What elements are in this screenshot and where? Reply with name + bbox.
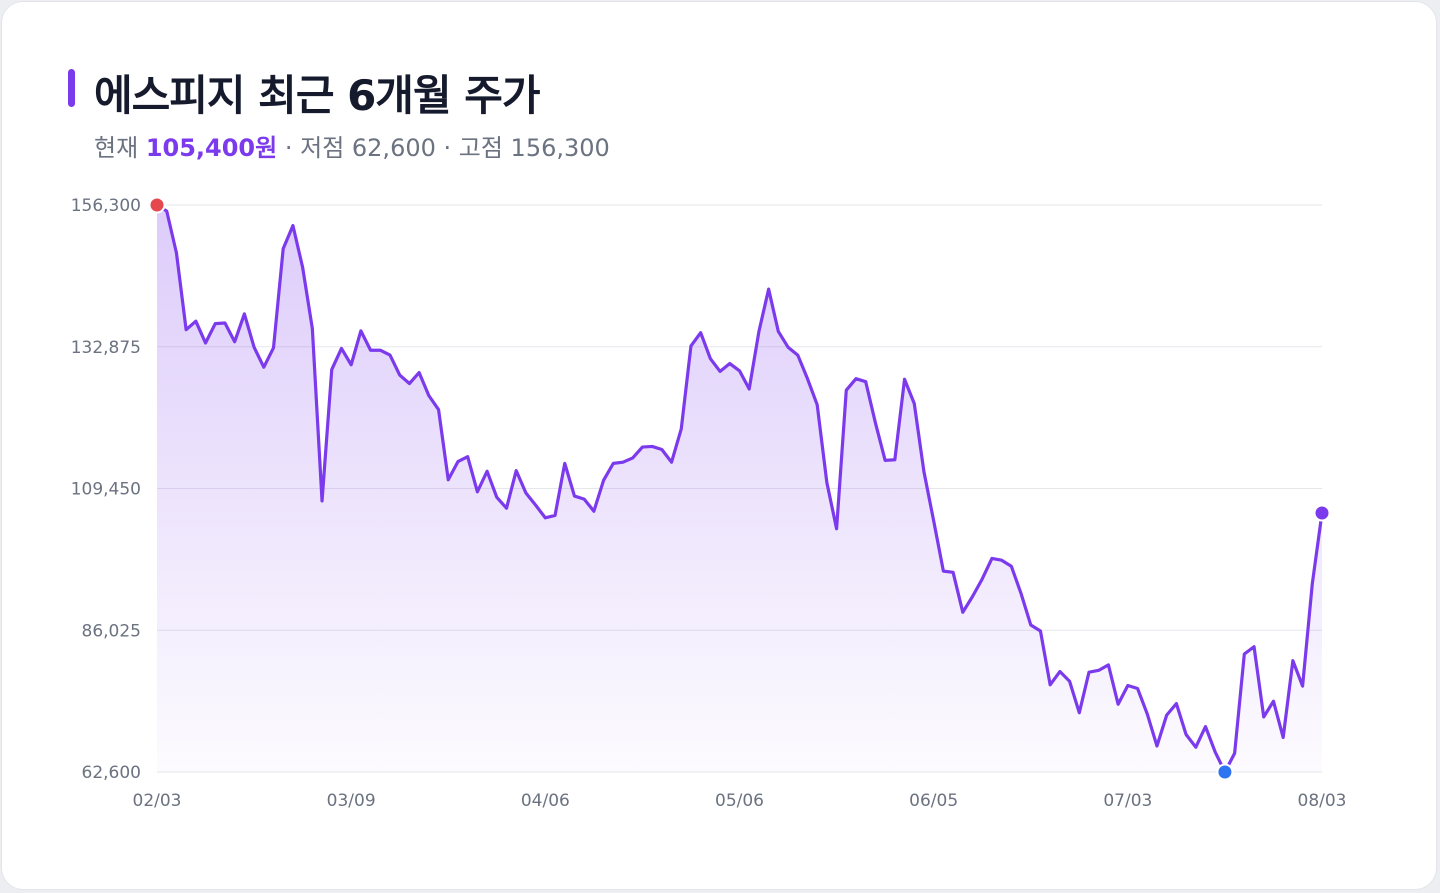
low-price: 저점 62,600 (300, 134, 436, 162)
y-tick-label: 132,875 (71, 338, 141, 358)
separator: · (435, 134, 459, 162)
current-price: 105,400원 (145, 134, 278, 162)
chart-title: 에스피지 최근 6개월 주가 (94, 71, 540, 120)
x-tick-label: 02/03 (133, 791, 182, 811)
y-tick-label: 156,300 (71, 196, 141, 216)
price-line (155, 203, 1324, 774)
y-tick-label: 62,600 (82, 763, 141, 783)
price-markers (148, 196, 1331, 781)
price-area (157, 205, 1322, 772)
x-tick-label: 07/03 (1103, 791, 1152, 811)
y-tick-label: 86,025 (82, 621, 141, 641)
x-tick-label: 06/05 (909, 791, 958, 811)
y-axis-ticks: 62,600 86,025 109,450 132,875 156,300 (71, 196, 141, 783)
title-accent-bar (68, 69, 75, 107)
separator: · (277, 134, 301, 162)
x-tick-label: 04/06 (521, 791, 570, 811)
x-axis-ticks: 02/03 03/09 04/06 05/06 06/05 07/03 08/03 (133, 791, 1347, 811)
price-summary: 현재 105,400원 · 저점 62,600 · 고점 156,300 (94, 128, 610, 163)
high-point-marker (148, 196, 166, 214)
high-price: 고점 156,300 (458, 134, 610, 162)
x-tick-label: 08/03 (1298, 791, 1347, 811)
current-label: 현재 (94, 134, 139, 162)
low-point-marker (1216, 763, 1234, 781)
current-point-marker (1313, 504, 1331, 522)
y-tick-label: 109,450 (71, 480, 141, 500)
x-tick-label: 03/09 (327, 791, 376, 811)
x-tick-label: 05/06 (715, 791, 764, 811)
